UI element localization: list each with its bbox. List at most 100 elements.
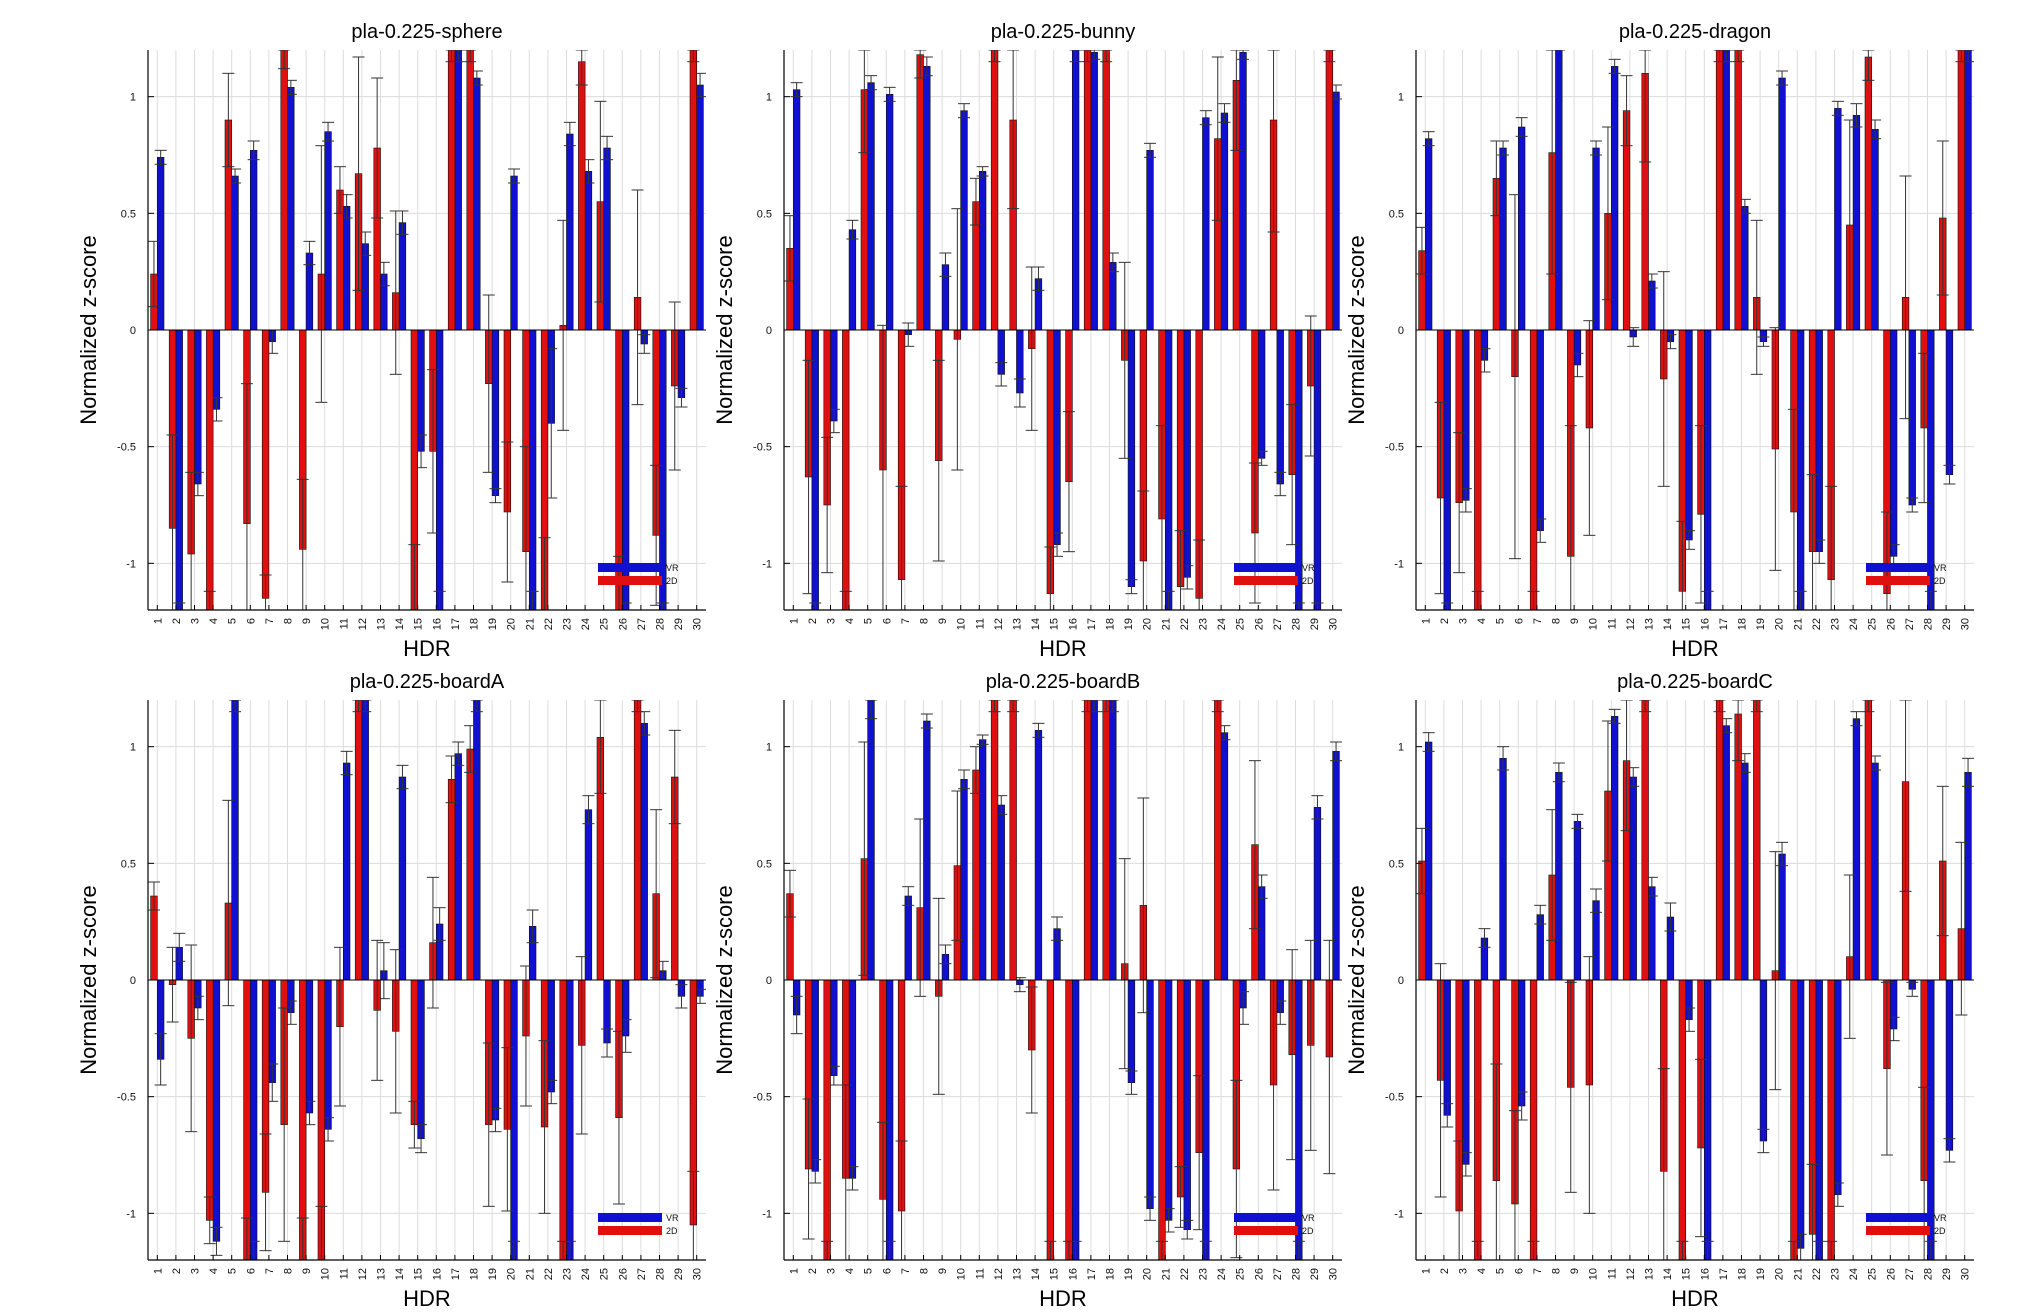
x-tick-label: 9 <box>1569 618 1581 624</box>
x-tick-label: 2 <box>1439 1268 1451 1274</box>
bar-vr-9 <box>305 979 314 1114</box>
legend-label-2d: 2D <box>1302 1226 1314 1236</box>
x-tick-label: 15 <box>1049 1268 1061 1280</box>
x-tick-label: 21 <box>1160 1268 1172 1280</box>
x-tick-label: 1 <box>788 618 800 624</box>
x-tick-label: 14 <box>394 618 406 630</box>
x-tick-label: 10 <box>956 618 968 630</box>
x-tick-label: 20 <box>1142 618 1154 630</box>
bar-vr-11 <box>1611 716 1619 981</box>
x-tick-label: 16 <box>1699 1268 1711 1280</box>
bar-vr-19 <box>491 329 500 496</box>
y-tick-label: 1 <box>1398 92 1404 104</box>
bar-vr-7 <box>904 895 912 981</box>
bar-vr-23 <box>566 133 574 331</box>
x-tick-label: 29 <box>1941 618 1953 630</box>
x-tick-label: 20 <box>506 1268 518 1280</box>
legend-label-vr: VR <box>666 563 679 573</box>
y-tick-label: 0 <box>1398 325 1404 337</box>
y-axis-label: Normalized z-score <box>712 235 737 425</box>
y-tick-label: 0.5 <box>121 208 136 220</box>
x-tick-label: 5 <box>1495 1268 1507 1274</box>
y-tick-label: 0 <box>766 975 772 987</box>
y-tick-label: -0.5 <box>117 1092 136 1104</box>
x-tick-label: 27 <box>1272 1268 1284 1280</box>
x-tick-label: 22 <box>1811 618 1823 630</box>
x-tick-label: 26 <box>1885 618 1897 630</box>
bar-2d-11 <box>972 769 980 981</box>
x-tick-label: 8 <box>919 618 931 624</box>
bar-vr-16 <box>1072 979 1080 1260</box>
x-tick-label: 12 <box>1625 1268 1637 1280</box>
bar-vr-24 <box>1220 732 1229 981</box>
x-tick-label: 11 <box>1606 1268 1618 1279</box>
x-tick-label: 21 <box>524 618 536 630</box>
bar-vr-17 <box>454 753 462 981</box>
legend-label-vr: VR <box>1934 563 1947 573</box>
x-tick-label: 17 <box>1086 1268 1098 1280</box>
bar-2d-17 <box>447 779 456 981</box>
bar-vr-8 <box>287 87 295 331</box>
bar-2d-21 <box>1158 979 1166 1260</box>
bar-2d-3 <box>823 979 831 1260</box>
x-tick-label: 14 <box>1662 618 1674 630</box>
bar-2d-8 <box>280 50 288 331</box>
x-tick-label: 8 <box>1551 618 1563 624</box>
bar-vr-16 <box>1704 329 1712 610</box>
bar-vr-26 <box>1258 886 1266 981</box>
x-tick-label: 11 <box>974 618 986 629</box>
bar-vr-27 <box>1276 329 1284 485</box>
y-tick-label: -0.5 <box>117 442 136 454</box>
bar-vr-4 <box>848 229 857 331</box>
bar-vr-22 <box>1815 979 1823 1260</box>
x-tick-label: 30 <box>692 1268 704 1280</box>
x-tick-label: 4 <box>208 618 220 624</box>
bar-vr-22 <box>547 979 555 1093</box>
x-tick-label: 19 <box>1755 1268 1767 1280</box>
bar-vr-2 <box>175 329 183 610</box>
x-tick-label: 2 <box>807 618 819 624</box>
bar-vr-7 <box>1536 329 1544 531</box>
bar-2d-25 <box>1864 700 1873 981</box>
x-tick-label: 15 <box>1681 618 1693 630</box>
bar-vr-11 <box>978 739 987 981</box>
legend-swatch-2d <box>1234 576 1298 585</box>
x-tick-label: 27 <box>636 1268 648 1280</box>
x-tick-label: 8 <box>283 1268 295 1274</box>
chart-title: pla-0.225-bunny <box>991 21 1136 43</box>
x-tick-label: 26 <box>1885 1268 1897 1280</box>
x-tick-label: 3 <box>190 618 202 624</box>
x-tick-label: 19 <box>487 1268 499 1280</box>
x-tick-label: 12 <box>357 1268 369 1280</box>
y-axis-label: Normalized z-score <box>712 885 737 1075</box>
chart-title: pla-0.225-boardA <box>350 671 505 693</box>
bar-2d-25 <box>1864 56 1873 331</box>
bar-vr-21 <box>1165 979 1173 1221</box>
x-tick-label: 9 <box>301 1268 313 1274</box>
x-tick-label: 18 <box>1105 1268 1117 1280</box>
x-axis-label: HDR <box>403 636 451 661</box>
x-tick-label: 28 <box>655 618 667 630</box>
legend-swatch-vr <box>598 563 662 572</box>
legend-swatch-2d <box>1234 1226 1298 1235</box>
x-tick-label: 7 <box>900 618 912 624</box>
bar-vr-25 <box>1239 52 1247 331</box>
x-tick-label: 14 <box>394 1268 406 1280</box>
x-tick-label: 30 <box>1960 618 1972 630</box>
bar-vr-8 <box>1555 772 1563 981</box>
x-tick-label: 23 <box>562 1268 574 1280</box>
bar-2d-18 <box>1734 50 1742 331</box>
bar-vr-30 <box>1332 751 1340 981</box>
x-axis-label: HDR <box>1039 636 1087 661</box>
y-tick-label: 0.5 <box>121 858 136 870</box>
x-tick-label: 25 <box>1235 1268 1247 1280</box>
bar-vr-19 <box>1759 979 1768 1142</box>
x-tick-label: 23 <box>1198 1268 1210 1280</box>
x-tick-label: 28 <box>1923 618 1935 630</box>
plot-area <box>148 50 706 610</box>
x-tick-label: 25 <box>599 1268 611 1280</box>
bar-2d-12 <box>990 700 999 981</box>
y-tick-label: -1 <box>126 1208 136 1220</box>
bar-vr-24 <box>584 171 593 331</box>
x-tick-label: 16 <box>1067 1268 1079 1280</box>
